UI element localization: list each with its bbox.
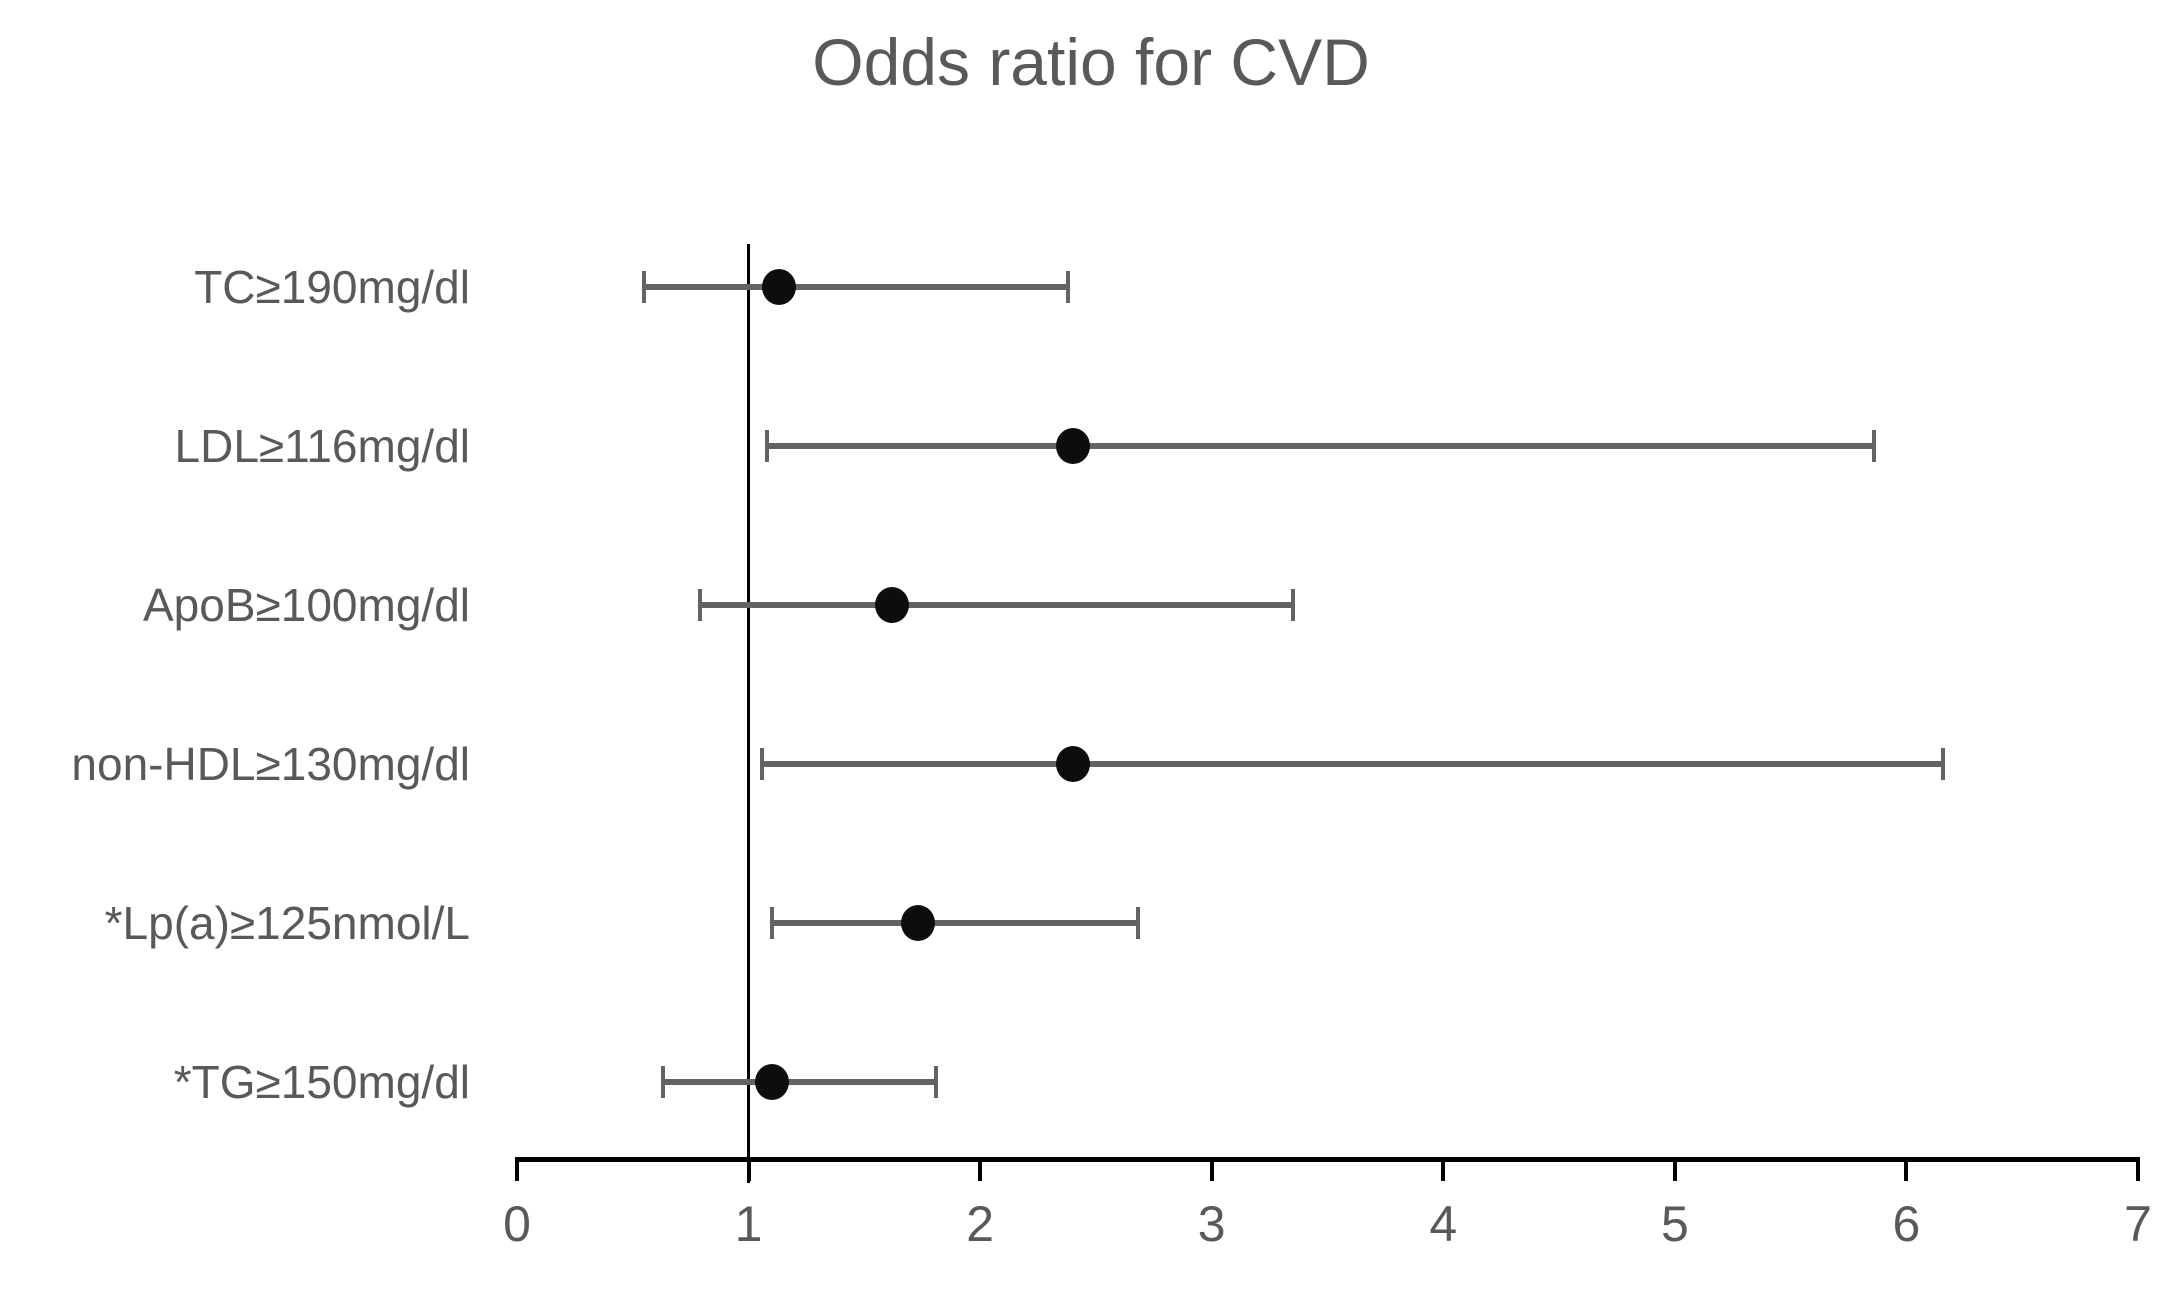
error-bar <box>644 284 1069 291</box>
or-marker <box>875 587 910 624</box>
ci-cap-left <box>660 1065 665 1098</box>
x-axis-tick <box>978 1159 983 1181</box>
x-axis-tick <box>1441 1159 1446 1181</box>
or-marker <box>1055 745 1090 782</box>
ci-cap-right <box>1872 430 1876 463</box>
x-axis-tick-label: 7 <box>2124 1196 2152 1252</box>
category-label: *TG≥150mg/dl <box>173 1055 470 1108</box>
ci-cap-right <box>1941 747 1946 780</box>
x-axis-line <box>515 1157 2140 1162</box>
x-axis-tick-label: 4 <box>1429 1196 1458 1252</box>
error-bar <box>699 602 1293 609</box>
x-axis-tick-label: 0 <box>503 1196 531 1252</box>
x-axis-tick <box>746 1159 751 1181</box>
ci-cap-left <box>760 747 765 780</box>
category-label: TC≥190mg/dl <box>194 261 470 314</box>
category-label: ApoB≥100mg/dl <box>142 579 470 632</box>
x-axis-tick-label: 2 <box>966 1196 995 1252</box>
or-marker <box>754 1063 789 1100</box>
ci-cap-right <box>934 1065 939 1098</box>
category-label: non-HDL≥130mg/dl <box>71 737 470 790</box>
x-axis-tick <box>515 1159 519 1181</box>
ci-cap-right <box>1290 589 1295 622</box>
chart-title: Odds ratio for CVD <box>812 25 1370 99</box>
x-axis-tick <box>2136 1159 2140 1181</box>
ci-cap-right <box>1135 906 1140 939</box>
x-axis-tick <box>1904 1159 1909 1181</box>
or-marker <box>1055 428 1090 465</box>
x-axis-tick-label: 1 <box>734 1196 763 1252</box>
category-label: *Lp(a)≥125nmol/L <box>104 896 470 949</box>
error-bar <box>771 919 1138 926</box>
ci-cap-left <box>642 271 647 304</box>
x-axis-tick <box>1672 1159 1677 1181</box>
x-axis-tick-label: 6 <box>1892 1196 1921 1252</box>
ci-cap-left <box>765 430 770 463</box>
x-axis-tick-label: 5 <box>1660 1196 1689 1252</box>
x-axis-tick <box>1209 1159 1214 1181</box>
x-axis-tick-label: 3 <box>1197 1196 1226 1252</box>
category-label: LDL≥116mg/dl <box>174 420 470 473</box>
reference-line <box>747 244 751 1183</box>
or-marker <box>900 904 935 941</box>
error-bar <box>662 1078 937 1085</box>
ci-cap-right <box>1066 271 1071 304</box>
error-bar <box>762 760 1944 767</box>
ci-cap-left <box>697 589 702 622</box>
or-marker <box>761 269 796 306</box>
error-bar <box>767 443 1874 450</box>
ci-cap-left <box>769 906 774 939</box>
